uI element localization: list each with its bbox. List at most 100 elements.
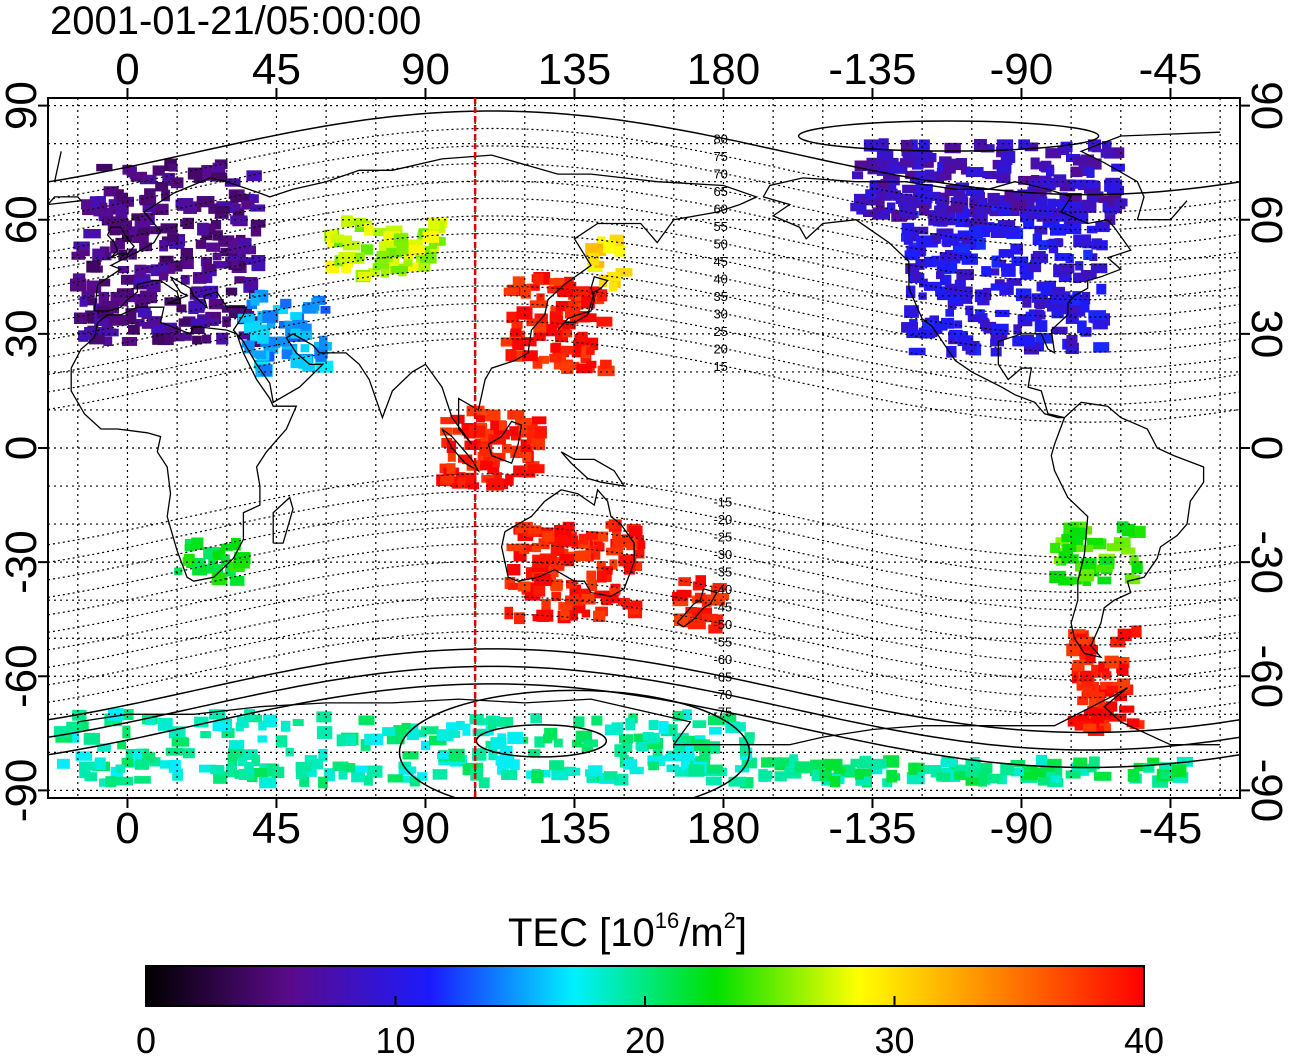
tec-cell-north-america: [955, 218, 971, 228]
tec-cell-antarctic-coast: [417, 772, 428, 781]
tec-cell-new-zealand: [672, 598, 689, 607]
tec-cell-north-america: [991, 255, 1001, 268]
tec-cell-antarctic-coast: [275, 735, 288, 748]
lon-labels-top: 0 45 90 135 180 -135 -90 -45: [115, 45, 1202, 94]
tec-cell-antarctic-west: [882, 778, 893, 788]
tec-cell-antarctic-coast: [679, 752, 695, 762]
tec-cell-europe: [231, 260, 240, 269]
tec-cell-arctic-canada: [1068, 199, 1081, 210]
contour-line: [48, 337, 1240, 423]
tec-cell-arctic-canada: [965, 167, 984, 178]
tec-cell-siberia: [386, 225, 403, 234]
tec-cell-antarctic-west: [996, 774, 1007, 785]
lat-label-left: -30: [0, 530, 46, 594]
tec-cell-europe: [151, 322, 165, 334]
tec-cell-antarctic-coast: [248, 714, 263, 723]
tec-cell-middle-east: [255, 351, 267, 359]
tec-cell-antarctic-coast: [614, 773, 629, 786]
tec-cell-new-zealand: [701, 613, 718, 623]
tec-cell-east-asia: [512, 338, 525, 350]
tec-cell-middle-east: [250, 292, 260, 306]
tec-cell-east-asia: [574, 286, 590, 297]
tec-cell-antarctic-west: [810, 759, 827, 769]
tec-cell-antarctic-west: [759, 771, 773, 780]
tec-cell-antarctic-coast: [198, 764, 217, 773]
tec-cell-antarctic-coast: [258, 720, 267, 731]
tec-cell-arctic-canada: [1085, 180, 1099, 189]
tec-cell-north-america: [1046, 304, 1061, 312]
tec-cell-antarctic-coast: [708, 715, 725, 726]
tec-cell-antarctic-coast: [505, 756, 515, 769]
tec-cell-new-zealand: [695, 575, 707, 588]
tec-cell-patagonia: [1114, 657, 1130, 669]
tec-cell-south-america-north: [1061, 533, 1073, 543]
tec-cell-east-asia: [547, 285, 559, 294]
tec-cell-australia: [550, 560, 565, 571]
tec-cell-antarctic-coast: [666, 764, 680, 773]
tec-cell-north-america: [940, 317, 955, 329]
tec-cell-australia: [635, 535, 644, 543]
coastline: [70, 306, 298, 582]
tec-cell-patagonia: [1085, 636, 1095, 646]
contour-line: [48, 267, 1240, 353]
tec-cell-antarctic-west: [819, 769, 832, 782]
tec-cell-north-america: [1011, 256, 1029, 267]
tec-cell-patagonia: [1091, 664, 1102, 678]
tec-cell-europe: [121, 229, 133, 243]
tec-cell-europe: [103, 336, 113, 347]
tec-cell-antarctic-coast: [432, 769, 448, 780]
tec-cell-south-america-north: [1058, 576, 1074, 586]
tec-cell-australia: [596, 560, 606, 572]
tec-cell-antarctic-coast: [213, 771, 227, 784]
lon-label-top: -90: [990, 45, 1054, 94]
tec-cell-patagonia: [1119, 705, 1135, 713]
tec-cell-siberia: [357, 271, 371, 282]
tec-cell-arctic-canada: [1084, 158, 1102, 170]
tec-cell-antarctic-west: [1171, 764, 1187, 778]
tec-cell-middle-east: [301, 330, 313, 340]
tec-cell-antarctic-coast: [363, 775, 373, 786]
tec-cell-north-america: [1073, 273, 1082, 284]
tec-cell-north-america: [961, 253, 978, 265]
contour-line: [48, 473, 1240, 559]
tec-cell-arctic-canada: [943, 162, 956, 174]
tec-cell-europe: [211, 172, 228, 182]
tec-cell-antarctic-coast: [228, 740, 245, 750]
tec-cell-arctic-canada: [909, 139, 918, 152]
tec-cell-antarctic-coast: [405, 766, 417, 774]
tec-cell-europe: [124, 226, 138, 236]
tec-cell-north-america: [998, 249, 1015, 258]
tec-cell-southern-africa: [190, 560, 202, 569]
tec-cell-patagonia: [1077, 696, 1089, 706]
tec-cell-antarctic-coast: [543, 733, 553, 744]
tec-cell-antarctic-coast: [84, 772, 98, 782]
tec-cell-antarctic-coast: [292, 719, 304, 727]
tec-cell-indonesia: [522, 451, 532, 462]
tec-cell-australia: [558, 602, 573, 611]
tec-cell-antarctic-coast: [591, 715, 603, 726]
tec-cell-antarctic-west: [1037, 777, 1049, 786]
tec-cell-middle-east: [257, 333, 269, 344]
tec-cell-arctic-canada: [970, 192, 985, 202]
tec-cell-east-asia: [532, 357, 543, 369]
tec-cell-antarctic-coast: [168, 726, 186, 739]
tec-cell-middle-east: [303, 302, 316, 314]
tec-cell-indonesia: [510, 447, 528, 459]
tec-cell-antarctic-coast: [744, 732, 755, 741]
tec-cell-australia: [634, 545, 645, 559]
tec-cell-middle-east: [241, 340, 251, 348]
tec-cell-antarctic-west: [1051, 775, 1061, 783]
tec-cell-australia: [531, 542, 541, 553]
tec-cell-east-asia: [533, 328, 545, 339]
tec-cell-north-america: [989, 207, 1004, 217]
tec-cell-antarctic-coast: [616, 744, 633, 753]
tec-cell-europe: [79, 296, 88, 307]
tec-cell-europe: [107, 219, 117, 232]
tec-cell-antarctic-west: [869, 764, 883, 775]
tec-cell-middle-east: [260, 364, 272, 376]
tec-cell-north-america: [911, 226, 929, 235]
tec-cell-antarctic-coast: [344, 734, 357, 746]
tec-cell-europe: [190, 318, 208, 326]
tec-cell-indonesia: [505, 474, 514, 486]
